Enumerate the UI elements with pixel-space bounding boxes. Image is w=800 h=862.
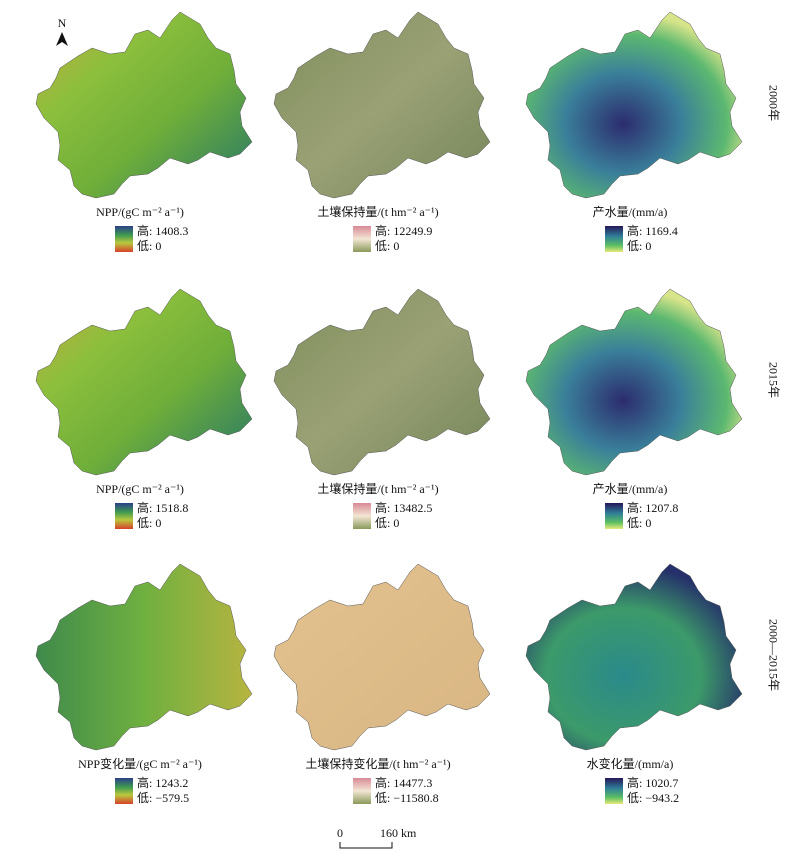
legend-swatch <box>605 778 623 804</box>
legend-low: 低: 0 <box>375 239 399 253</box>
legend-high: 高: 12249.9 <box>375 223 432 238</box>
legend-high: 高: 1020.7 <box>627 775 678 790</box>
north-label: N <box>58 16 67 30</box>
map <box>525 563 743 751</box>
panel-title: 产水量/(mm/a) <box>593 482 668 496</box>
map <box>273 288 491 476</box>
panel-title: 土壤保持变化量/(t hm⁻² a⁻¹) <box>305 756 450 771</box>
panel-title: 土壤保持量/(t hm⁻² a⁻¹) <box>317 204 438 219</box>
legend-low: 低: 0 <box>137 239 161 253</box>
map <box>35 288 253 476</box>
legend-low: 低: 0 <box>627 516 651 530</box>
legend-high: 高: 14477.3 <box>375 775 432 790</box>
legend-swatch <box>115 503 133 529</box>
legend-low: 低: 0 <box>375 516 399 530</box>
row-label: 2000—2015年 <box>766 619 780 691</box>
map <box>525 288 743 476</box>
panel-title: 水变化量/(mm/a) <box>587 756 674 771</box>
legend-high: 高: 1518.8 <box>137 500 188 515</box>
map <box>525 11 743 199</box>
legend-swatch <box>353 226 371 252</box>
panel-title: NPP/(gC m⁻² a⁻¹) <box>96 482 184 496</box>
scale-bar: 0 160 km <box>337 826 417 849</box>
row-label: 2000年 <box>766 85 780 121</box>
panel-title: 产水量/(mm/a) <box>593 205 668 219</box>
legend-high: 高: 1243.2 <box>137 775 188 790</box>
legend-swatch <box>353 503 371 529</box>
legend-swatch <box>605 503 623 529</box>
north-arrow: N <box>56 16 68 46</box>
scale-end: 160 km <box>380 826 417 840</box>
panel-title: NPP变化量/(gC m⁻² a⁻¹) <box>78 756 202 771</box>
legend-high: 高: 1408.3 <box>137 223 188 238</box>
scale-bar-line <box>339 842 393 849</box>
legend-swatch <box>115 778 133 804</box>
legend-low: 低: −579.5 <box>137 791 189 805</box>
legend-high: 高: 1169.4 <box>627 223 678 238</box>
legend-low: 低: 0 <box>627 239 651 253</box>
map <box>35 11 253 199</box>
north-arrow-icon <box>56 32 68 46</box>
map <box>35 563 253 751</box>
scale-start: 0 <box>337 826 343 840</box>
legend-swatch <box>353 778 371 804</box>
legend-high: 高: 1207.8 <box>627 500 678 515</box>
legend-low: 低: 0 <box>137 516 161 530</box>
legend-low: 低: −11580.8 <box>375 791 439 805</box>
legend-swatch <box>605 226 623 252</box>
legend-swatch <box>115 226 133 252</box>
legend-high: 高: 13482.5 <box>375 500 432 515</box>
panel-title: NPP/(gC m⁻² a⁻¹) <box>96 205 184 219</box>
row-label: 2015年 <box>766 362 780 398</box>
map <box>273 11 491 199</box>
panel-title: 土壤保持量/(t hm⁻² a⁻¹) <box>317 481 438 496</box>
legend-low: 低: −943.2 <box>627 791 679 805</box>
map <box>273 563 491 751</box>
